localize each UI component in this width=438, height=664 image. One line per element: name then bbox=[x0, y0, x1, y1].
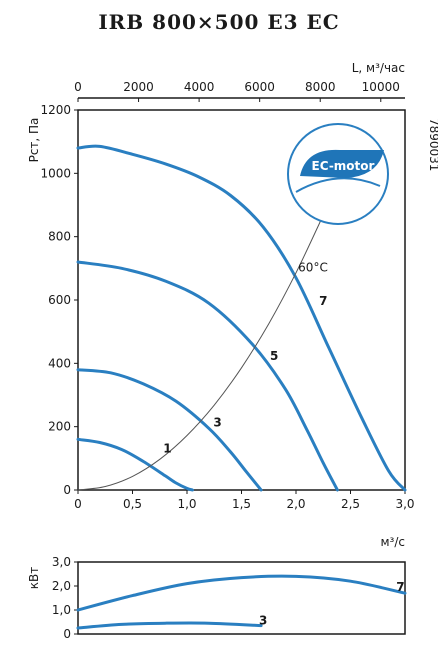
y-tick-label: 600 bbox=[48, 293, 71, 307]
x2-tick-label: 2000 bbox=[123, 80, 154, 94]
power-y-tick-label: 1,0 bbox=[52, 603, 71, 617]
x2-axis-label: L, м³/час bbox=[352, 61, 405, 75]
fan-curve-3 bbox=[76, 368, 263, 492]
x-tick-label: 0,5 bbox=[123, 497, 142, 511]
power-plot: 0 1,0 2,0 3,0 кВт 7 3 bbox=[27, 555, 407, 641]
x-axis-label: м³/с bbox=[380, 535, 405, 549]
power-curve-label-7: 7 bbox=[396, 580, 404, 594]
x2-tick-label: 8000 bbox=[305, 80, 336, 94]
y-tick-label: 0 bbox=[63, 483, 71, 497]
system-curve bbox=[77, 214, 324, 491]
x2-tick-label: 4000 bbox=[184, 80, 215, 94]
power-y-axis-label: кВт bbox=[27, 567, 41, 589]
x-tick-label: 1,0 bbox=[177, 497, 196, 511]
y-tick-label: 200 bbox=[48, 420, 71, 434]
y-axis-label: Pст, Па bbox=[27, 118, 41, 163]
curve-label-3: 3 bbox=[213, 416, 221, 430]
fan-curve-1 bbox=[76, 437, 194, 492]
power-plot-frame bbox=[77, 561, 406, 635]
leaf-icon bbox=[300, 149, 384, 178]
curve-label-7: 7 bbox=[319, 294, 327, 308]
power-curve-7 bbox=[76, 574, 407, 612]
ec-motor-label: EC-motor bbox=[312, 159, 375, 173]
temperature-annotation: 60°C bbox=[298, 261, 328, 275]
y-tick-label: 800 bbox=[48, 230, 71, 244]
y-tick-label: 400 bbox=[48, 356, 71, 370]
x2-tick-label: 6000 bbox=[244, 80, 275, 94]
x-tick-label: 2,0 bbox=[286, 497, 305, 511]
x-tick-label: 2,5 bbox=[341, 497, 360, 511]
power-curve-label-3: 3 bbox=[259, 613, 267, 627]
y-tick-label: 1200 bbox=[40, 103, 71, 117]
fan-curve-5 bbox=[76, 260, 339, 492]
x2-tick-label: 0 bbox=[74, 80, 82, 94]
power-y-tick-label: 0 bbox=[63, 627, 71, 641]
x-tick-label: 3,0 bbox=[395, 497, 414, 511]
fan-curve-7 bbox=[76, 144, 407, 492]
power-curve-3 bbox=[76, 621, 263, 630]
curve-label-1: 1 bbox=[163, 442, 171, 456]
power-y-tick-label: 2,0 bbox=[52, 579, 71, 593]
product-code: 7890031 bbox=[427, 118, 438, 171]
x2-tick-label: 10000 bbox=[362, 80, 400, 94]
x-tick-label: 1,5 bbox=[232, 497, 251, 511]
chart-title: IRB 800×500 E3 EC bbox=[98, 10, 340, 34]
x-tick-label: 0 bbox=[74, 497, 82, 511]
y-tick-label: 1000 bbox=[40, 166, 71, 180]
power-y-tick-label: 3,0 bbox=[52, 555, 71, 569]
ec-motor-badge: EC-motor bbox=[287, 123, 389, 225]
curve-label-5: 5 bbox=[270, 349, 278, 363]
